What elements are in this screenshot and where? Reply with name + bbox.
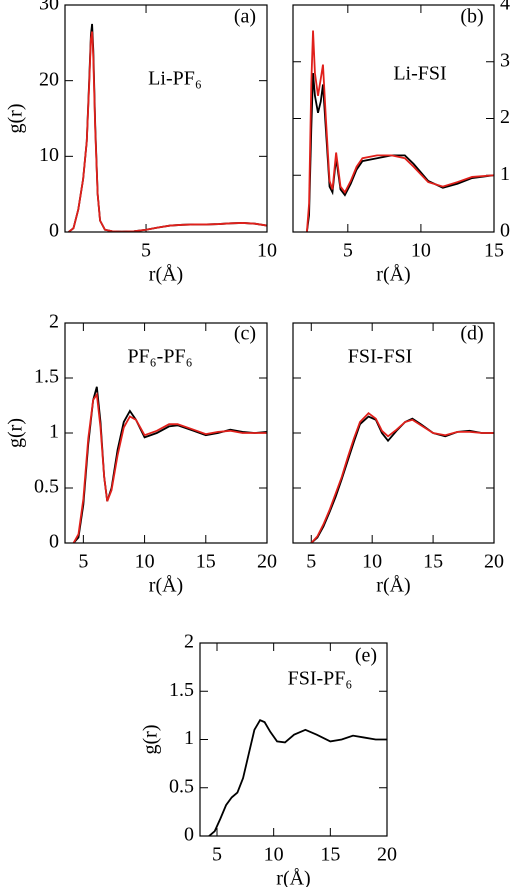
y-tick-label: 0: [49, 531, 59, 553]
x-tick-label: 10: [257, 240, 277, 262]
y-tick-label: 0: [184, 824, 194, 846]
panel-annotation: Li-PF₆: [148, 68, 202, 90]
x-axis-label: r(Å): [376, 264, 410, 286]
x-tick-label: 15: [484, 240, 504, 262]
y-tick-label: 10: [39, 144, 59, 166]
panel-label: (a): [234, 6, 256, 28]
y-tick-label: 20: [39, 68, 59, 90]
x-tick-label: 10: [135, 551, 155, 573]
y-tick-label: 0: [49, 220, 59, 242]
x-tick-label: 15: [196, 551, 216, 573]
panel-annotation: PF₆-PF₆: [127, 346, 192, 368]
y-tick-label: 1: [500, 163, 510, 185]
panel-label: (c): [234, 323, 256, 345]
y-axis-label: g(r): [140, 725, 162, 755]
x-tick-label: 5: [78, 551, 88, 573]
y-tick-label: 1: [184, 727, 194, 749]
x-tick-label: 20: [377, 844, 397, 866]
plot-frame: [292, 4, 495, 233]
y-tick-label: 30: [39, 0, 59, 15]
x-tick-label: 5: [306, 551, 316, 573]
x-tick-label: 5: [343, 240, 353, 262]
y-tick-label: 0: [500, 220, 510, 242]
plot-frame: [64, 4, 268, 233]
rdf-line: [72, 391, 267, 543]
y-tick-label: 1.5: [169, 679, 194, 701]
y-tick-label: 4: [500, 0, 510, 15]
plot-frame: [292, 322, 495, 544]
x-axis-label: r(Å): [276, 868, 310, 887]
x-tick-label: 15: [423, 551, 443, 573]
rdf-line: [305, 30, 494, 232]
panel-annotation: FSI-PF₆: [288, 668, 353, 690]
y-tick-label: 0.5: [34, 476, 59, 498]
panel-annotation: FSI-FSI: [348, 346, 412, 368]
x-tick-label: 20: [257, 551, 277, 573]
x-tick-label: 15: [320, 844, 340, 866]
y-axis-label: g(r): [5, 418, 27, 448]
panel-label: (e): [355, 645, 377, 667]
x-tick-label: 5: [141, 240, 151, 262]
y-tick-label: 2: [49, 311, 59, 333]
rdf-line: [310, 415, 494, 543]
x-tick-label: 10: [362, 551, 382, 573]
x-tick-label: 10: [264, 844, 284, 866]
y-tick-label: 0.5: [169, 775, 194, 797]
panel-label: (b): [460, 6, 483, 28]
x-axis-label: r(Å): [376, 575, 410, 597]
y-tick-label: 1: [49, 421, 59, 443]
x-axis-label: r(Å): [149, 264, 183, 286]
x-axis-label: r(Å): [149, 575, 183, 597]
x-tick-label: 20: [484, 551, 504, 573]
panel-label: (d): [460, 323, 483, 345]
rdf-line: [208, 719, 387, 836]
y-tick-label: 2: [500, 106, 510, 128]
plot-frame: [64, 322, 268, 544]
y-axis-label: g(r): [5, 104, 27, 134]
y-tick-label: 1.5: [34, 366, 59, 388]
x-tick-label: 10: [411, 240, 431, 262]
rdf-line: [305, 73, 494, 232]
rdf-line: [68, 31, 267, 232]
plot-frame: [199, 642, 388, 837]
y-tick-label: 2: [184, 631, 194, 653]
y-tick-label: 3: [500, 49, 510, 71]
panel-annotation: Li-FSI: [393, 63, 446, 85]
x-tick-label: 5: [212, 844, 222, 866]
rdf-line: [310, 412, 494, 543]
